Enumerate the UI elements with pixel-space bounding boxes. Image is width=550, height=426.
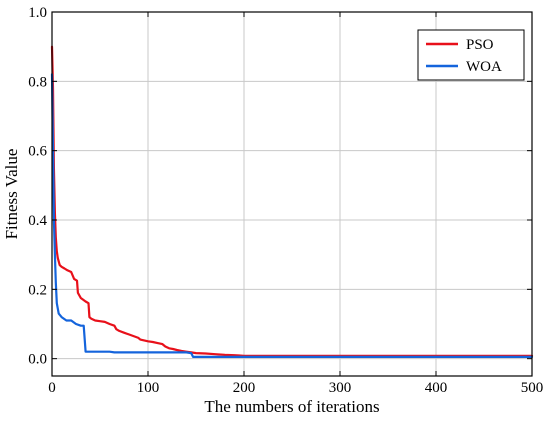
x-axis-label: The numbers of iterations <box>204 397 379 416</box>
x-tick-label: 200 <box>233 380 256 396</box>
series-line-woa <box>50 73 534 358</box>
x-tick-label: 100 <box>137 380 160 396</box>
legend: PSO WOA <box>417 29 525 81</box>
y-tick-label: 0.8 <box>28 74 47 90</box>
y-tick-label: 1.0 <box>28 5 47 21</box>
legend-box <box>417 29 525 81</box>
x-tick-label: 0 <box>48 380 56 396</box>
y-tick-label: 0.0 <box>28 352 47 368</box>
plot-frame <box>51 11 533 377</box>
legend-label-pso: PSO <box>466 37 494 53</box>
tick-labels: 0 100 200 300 400 500 0.0 0.2 0.4 0.6 0.8 1.0 <box>28 5 543 396</box>
y-tick-label: 0.4 <box>28 213 47 229</box>
series-layer <box>50 45 534 358</box>
x-tick-label: 400 <box>425 380 448 396</box>
axis-ticks <box>51 11 533 376</box>
y-tick-label: 0.2 <box>28 282 47 298</box>
series-line-pso <box>50 45 534 357</box>
x-tick-label: 500 <box>521 380 544 396</box>
y-tick-label: 0.6 <box>28 144 47 160</box>
legend-label-woa: WOA <box>466 59 502 75</box>
y-axis-label: Fitness Value <box>2 149 21 240</box>
x-tick-label: 300 <box>329 380 352 396</box>
